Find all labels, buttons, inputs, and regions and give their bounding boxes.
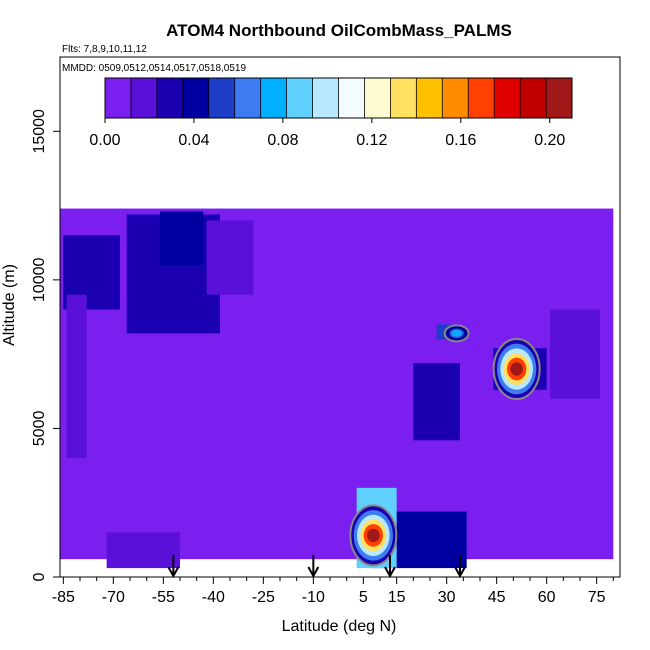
colorbar-swatch	[312, 78, 339, 118]
colorbar-swatch	[260, 78, 288, 118]
plot-frame	[59, 56, 621, 578]
x-tick-label: 45	[488, 589, 506, 606]
x-axis: -85 -70 -55 -40 -25 -10 5 15 30 45 60 75	[52, 577, 614, 606]
x-tick-label: 60	[538, 589, 556, 606]
arrow-layer	[167, 555, 466, 579]
x-tick-label: -55	[152, 589, 175, 606]
x-tick-label: 75	[588, 589, 606, 606]
colorbar-swatch	[546, 78, 573, 118]
colorbar-swatch	[520, 78, 547, 118]
x-tick-label: -70	[102, 589, 125, 606]
colorbar-swatch	[390, 78, 417, 118]
y-tick-label: 0	[31, 572, 48, 581]
colorbar-tick-label: 0.08	[267, 132, 298, 149]
colorbar-tick-label: 0.00	[89, 132, 120, 149]
colorbar-tick-label: 0.04	[178, 132, 209, 149]
x-tick-label: -10	[302, 589, 325, 606]
colorbar-swatch	[130, 78, 158, 118]
colorbar: 0.00 0.04 0.08 0.12 0.16 0.20	[89, 77, 573, 149]
flight-arrow-head	[167, 566, 180, 579]
x-tick-label: 5	[359, 589, 368, 606]
y-tick-label: 5000	[31, 411, 48, 447]
flight-arrow-head	[307, 566, 320, 579]
colorbar-tick-label: 0.12	[356, 132, 387, 149]
colorbar-swatch	[416, 78, 443, 118]
flights-label: Flts: 7,8,9,10,11,12	[62, 44, 147, 55]
colorbar-swatch	[468, 78, 495, 118]
heat-cell	[206, 220, 254, 295]
colorbar-tick-label: 0.20	[534, 132, 565, 149]
x-axis-label: Latitude (deg N)	[282, 618, 397, 635]
heat-cell	[550, 309, 600, 399]
flight-arrow-head	[454, 566, 466, 579]
colorbar-swatch	[338, 78, 365, 118]
colorbar-tick-label: 0.16	[445, 132, 476, 149]
plume-contour	[367, 528, 380, 543]
plume-layer	[349, 324, 541, 567]
x-tick-label: -85	[52, 589, 75, 606]
dates-label: MMDD: 0509,0512,0514,0517,0518,0519	[62, 63, 246, 74]
x-tick-label: -40	[202, 589, 225, 606]
x-tick-label: 30	[438, 589, 456, 606]
colorbar-swatch	[286, 78, 314, 118]
y-axis-label: Altitude (m)	[1, 264, 18, 346]
y-axis: 0 5000 10000 15000	[31, 109, 60, 581]
heat-cell	[66, 294, 87, 459]
plume-contour	[510, 362, 523, 376]
colorbar-swatch	[208, 78, 236, 118]
y-tick-label: 15000	[31, 109, 48, 154]
x-tick-label: -25	[252, 589, 275, 606]
colorbar-swatch	[364, 78, 391, 118]
heat-cell	[106, 532, 180, 569]
colorbar-swatch	[105, 78, 132, 118]
colorbar-swatch	[234, 78, 262, 118]
colorbar-swatch	[494, 78, 521, 118]
colorbar-frame	[104, 77, 573, 119]
plume-contour	[452, 330, 462, 337]
chart-title: ATOM4 Northbound OilCombMass_PALMS	[166, 21, 512, 40]
heat-cell	[413, 363, 460, 441]
colorbar-swatch	[156, 78, 184, 118]
colorbar-swatch	[182, 78, 210, 118]
x-tick-label: 15	[388, 589, 406, 606]
colorbar-swatch	[442, 78, 469, 118]
flight-arrow-head	[384, 566, 396, 579]
y-tick-label: 10000	[31, 258, 48, 303]
heat-cell	[160, 211, 204, 265]
